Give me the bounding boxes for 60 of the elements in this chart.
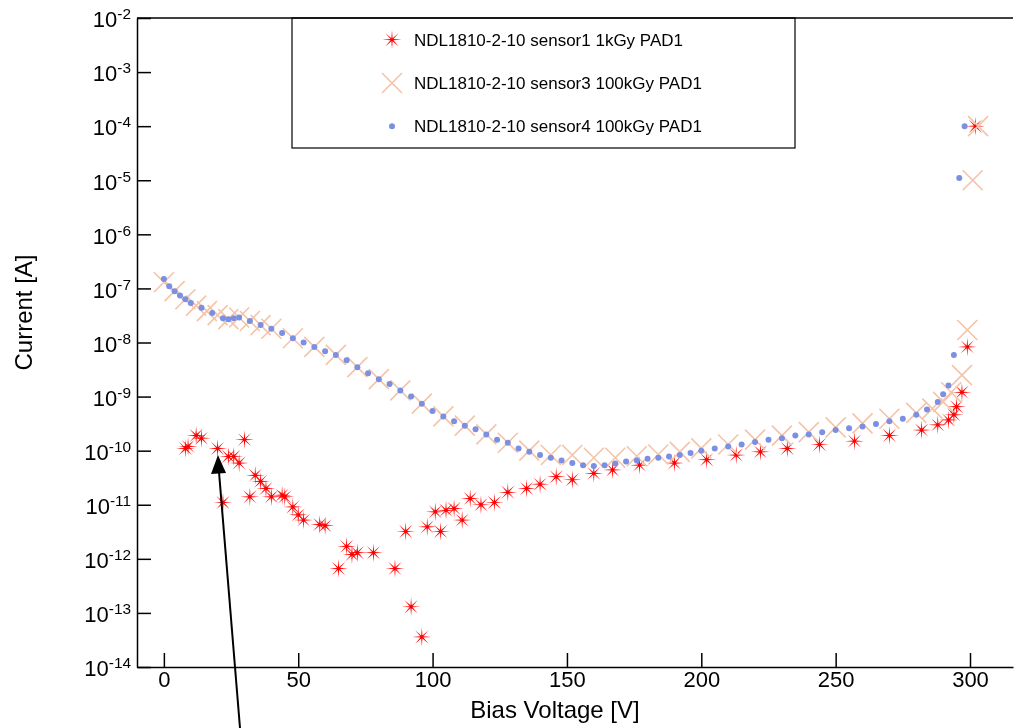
- y-tick-label: 10$^{-9}$: [92, 383, 131, 411]
- point: [282, 327, 304, 350]
- point: [185, 294, 207, 317]
- point: [851, 412, 874, 435]
- point: [744, 428, 766, 451]
- point: [260, 317, 283, 340]
- legend-label: NDL1810-2-10 sensor1 1kGy PAD1: [414, 30, 683, 50]
- x-tick-label: 50: [286, 666, 311, 692]
- y-axis-title: Current [A]: [10, 254, 37, 371]
- y-tick-label: 10$^{-4}$: [92, 112, 132, 141]
- y-tick-label: 10$^{-3}$: [92, 58, 131, 87]
- point: [951, 364, 973, 386]
- y-tick-label: 10$^{-8}$: [92, 329, 131, 357]
- point: [518, 439, 541, 462]
- legend-label: NDL1810-2-10 sensor4 100kGy PAD1: [414, 117, 702, 137]
- point: [346, 356, 369, 378]
- point: [967, 115, 989, 137]
- point: [921, 397, 944, 420]
- point: [196, 300, 218, 322]
- point: [940, 381, 962, 404]
- y-tick-label: 10$^{-14}$: [84, 653, 132, 682]
- point: [475, 423, 498, 446]
- y-tick-label: 10$^{-6}$: [92, 221, 131, 249]
- point: [411, 392, 433, 415]
- y-tick-label: 10$^{-5}$: [92, 167, 131, 195]
- point: [368, 368, 390, 390]
- point: [389, 379, 412, 402]
- x-tick-label: 250: [817, 666, 855, 692]
- point: [956, 319, 979, 341]
- point: [905, 402, 928, 424]
- y-tick-label: 10$^{-13}$: [84, 599, 131, 628]
- x-tick-label: 0: [158, 666, 171, 692]
- point: [824, 416, 847, 439]
- point: [163, 280, 186, 302]
- x-tick-label: 100: [414, 666, 452, 692]
- point: [932, 391, 954, 413]
- point: [961, 169, 984, 192]
- point: [325, 344, 347, 366]
- y-tick-label: 10$^{-7}$: [92, 275, 131, 303]
- point: [454, 414, 476, 437]
- y-tick-label: 10$^{-12}$: [84, 545, 131, 574]
- y-tick-label: 10$^{-11}$: [85, 491, 131, 520]
- point: [771, 424, 793, 447]
- point: [303, 336, 326, 358]
- y-tick-label: 10$^{-10}$: [84, 437, 131, 465]
- point: [432, 405, 455, 428]
- point: [797, 421, 820, 443]
- point: [717, 433, 739, 456]
- point: [497, 431, 519, 454]
- x-tick-label: 300: [952, 666, 989, 692]
- x-tick-label: 200: [683, 666, 721, 692]
- point: [690, 437, 713, 460]
- legend-label: NDL1810-2-10 sensor3 100kGy PAD1: [414, 74, 702, 93]
- point: [174, 288, 197, 311]
- x-tick-label: 150: [549, 666, 586, 692]
- point: [249, 314, 272, 336]
- point: [878, 407, 901, 430]
- point: [153, 271, 175, 294]
- x-axis-title: Bias Voltage [V]: [470, 696, 640, 723]
- y-tick-label: 10$^{-2}$: [92, 4, 131, 33]
